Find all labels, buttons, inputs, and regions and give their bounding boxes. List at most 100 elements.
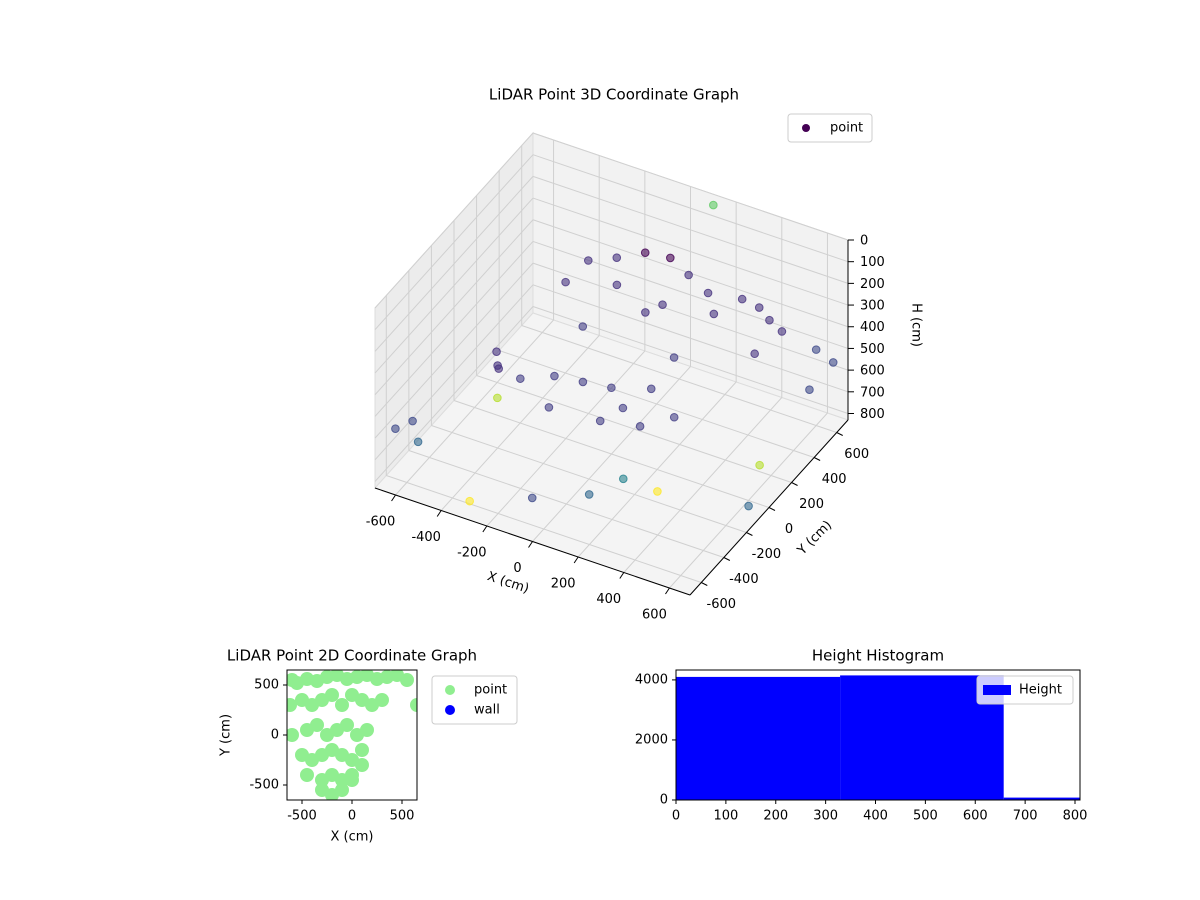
- z-tick-label: 700: [860, 385, 885, 400]
- point: [583, 256, 593, 265]
- tick-mark: [836, 432, 843, 436]
- x-tick-label: 0: [513, 561, 521, 576]
- x-tick-label: 100: [713, 809, 738, 824]
- legend-marker: [445, 685, 455, 695]
- point: [709, 200, 718, 210]
- point: [345, 773, 359, 787]
- point: [744, 501, 753, 511]
- x-tick-label: 600: [963, 809, 988, 824]
- plot-area: [287, 670, 417, 800]
- point: [494, 364, 504, 373]
- x-tick-label: -400: [411, 530, 441, 545]
- grid-line: [374, 306, 534, 482]
- point: [391, 424, 400, 434]
- point: [516, 374, 525, 383]
- point: [765, 315, 774, 325]
- point: [355, 743, 369, 757]
- point: [287, 698, 297, 712]
- grid-line: [374, 262, 534, 439]
- x-tick-label: 0: [672, 809, 680, 824]
- y-tick-label: 4000: [635, 672, 668, 687]
- point: [618, 474, 628, 484]
- y-tick-label: -400: [729, 572, 759, 587]
- point: [340, 718, 354, 732]
- grid-line: [532, 154, 849, 263]
- point: [612, 280, 622, 290]
- x-tick-label: 300: [813, 809, 838, 824]
- x-tick-label: 200: [551, 577, 576, 592]
- grid-line: [532, 262, 849, 371]
- point: [310, 718, 324, 732]
- x-tick-label: 500: [390, 809, 415, 824]
- x-tick-label: 0: [348, 809, 356, 824]
- tick-mark: [482, 525, 488, 533]
- tick-mark: [768, 507, 776, 511]
- x-tick-label: -600: [366, 514, 396, 529]
- point: [400, 673, 414, 687]
- point: [828, 358, 838, 367]
- x-tick-label: 700: [1013, 809, 1038, 824]
- z-tick-label: 300: [860, 299, 885, 314]
- grid-line: [453, 400, 770, 508]
- point: [360, 723, 374, 737]
- point: [777, 327, 787, 336]
- x-tick-label: -200: [457, 545, 487, 560]
- grid-line: [374, 219, 534, 396]
- axis-line: [689, 419, 849, 596]
- point: [612, 253, 622, 262]
- point: [287, 728, 299, 742]
- point: [805, 385, 814, 394]
- legend-label: wall: [474, 703, 500, 718]
- x-tick-label: 200: [763, 809, 788, 824]
- z-tick-label: 800: [860, 407, 885, 422]
- grid-line: [532, 284, 849, 393]
- grid-line: [374, 197, 534, 374]
- point: [641, 308, 650, 317]
- tick-mark: [813, 457, 821, 461]
- y-tick-label: 2000: [635, 732, 668, 747]
- point: [561, 277, 570, 287]
- grid-line: [374, 176, 534, 352]
- point: [300, 768, 314, 782]
- y-tick-label: 600: [844, 447, 869, 462]
- grid-line: [521, 325, 837, 433]
- tick-mark: [528, 541, 533, 548]
- point: [754, 303, 764, 312]
- legend-box: [787, 113, 873, 143]
- point: [578, 377, 588, 387]
- bar: [676, 676, 841, 800]
- x-tick-label: 500: [913, 809, 938, 824]
- point: [669, 412, 679, 422]
- y-tick-label: -600: [707, 597, 737, 612]
- grid-line: [374, 284, 534, 461]
- point: [375, 693, 389, 707]
- x-tick-label: 400: [863, 809, 888, 824]
- chart-title: LiDAR Point 2D Coordinate Graph: [227, 647, 477, 665]
- point: [684, 270, 693, 280]
- grid-line: [498, 350, 815, 458]
- point: [465, 496, 474, 506]
- point: [635, 422, 645, 431]
- point: [755, 460, 764, 470]
- y-axis-label: Y (cm): [219, 714, 234, 757]
- grid-line: [532, 175, 849, 284]
- grid-line: [386, 475, 702, 583]
- point: [737, 294, 747, 304]
- legend-label: point: [830, 121, 863, 136]
- point: [413, 437, 423, 447]
- x-tick-label: -500: [287, 809, 317, 824]
- point: [703, 288, 713, 298]
- point: [666, 253, 675, 263]
- grid-line: [408, 450, 725, 558]
- point: [653, 487, 662, 496]
- point: [658, 300, 667, 310]
- legend-label: Height: [1019, 683, 1062, 698]
- chart-title: Height Histogram: [812, 647, 944, 665]
- x-tick-label: 800: [1063, 809, 1088, 824]
- point: [410, 698, 417, 712]
- bar: [1003, 797, 1080, 800]
- grid-line: [374, 154, 534, 331]
- tick-mark: [701, 582, 708, 586]
- axis-line: [374, 487, 691, 596]
